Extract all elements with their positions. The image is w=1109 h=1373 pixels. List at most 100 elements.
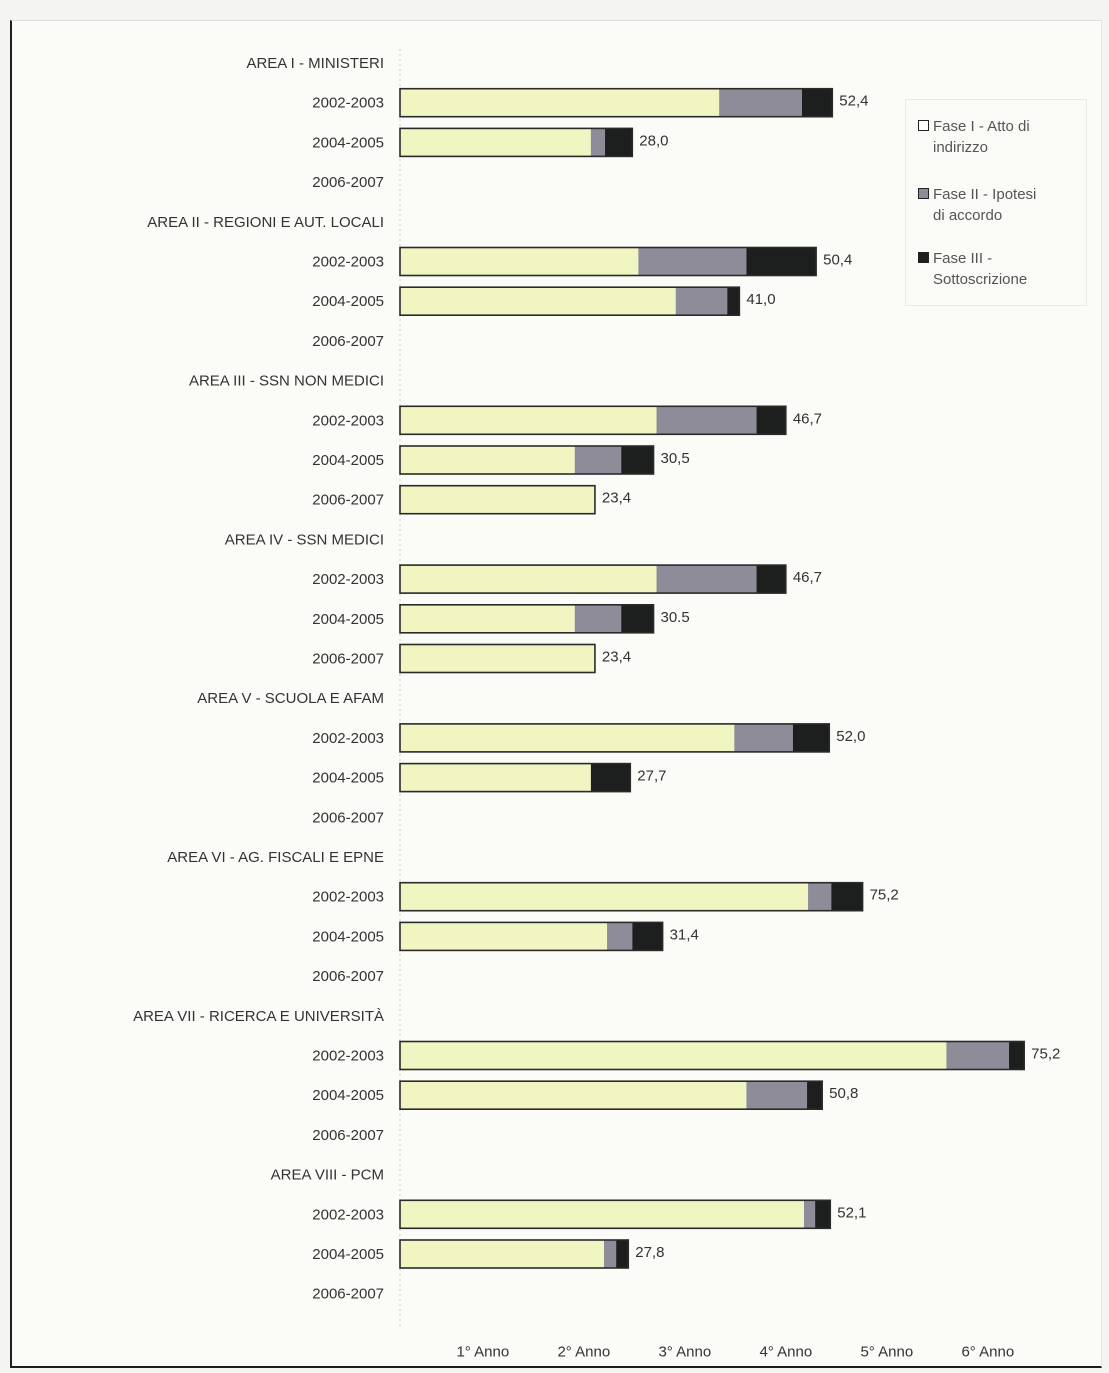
group-label: AREA III - SSN NON MEDICI bbox=[189, 373, 384, 390]
bar-segment-fase2 bbox=[946, 1041, 1010, 1070]
legend-label-fase1-line2: indirizzo bbox=[933, 139, 989, 156]
row-label: 2004-2005 bbox=[312, 770, 384, 787]
bar-total-label: 52,0 bbox=[836, 728, 865, 745]
bar-segment-fase3 bbox=[621, 604, 654, 633]
bar-total-label: 28,0 bbox=[639, 132, 668, 149]
bar-outline bbox=[399, 723, 831, 753]
bar-segment-fase2 bbox=[746, 1081, 808, 1110]
row-label: 2006-2007 bbox=[312, 174, 384, 191]
legend-item-fase1: Fase I - Atto di indirizzo bbox=[918, 116, 1078, 158]
legend-label-fase2-line1: Fase II - Ipotesi bbox=[933, 186, 1037, 203]
legend-swatch-fase2 bbox=[918, 188, 929, 199]
bar-outline bbox=[399, 286, 741, 317]
bar-segment-fase1 bbox=[400, 1081, 747, 1110]
bar-segment-fase1 bbox=[400, 446, 575, 474]
bar-segment-fase2 bbox=[656, 565, 757, 594]
bar-segment-fase1 bbox=[400, 604, 575, 633]
bar-outline bbox=[399, 564, 787, 594]
bar-segment-fase3 bbox=[605, 128, 633, 157]
bar-segment-fase2 bbox=[574, 446, 622, 474]
bar-segment-fase1 bbox=[400, 1041, 947, 1070]
group-label: AREA VII - RICERCA E UNIVERSITÀ bbox=[133, 1008, 384, 1025]
row-label: 2006-2007 bbox=[312, 651, 384, 668]
bar-total-label: 30,5 bbox=[661, 450, 690, 467]
bar-outline bbox=[399, 87, 834, 118]
row-label: 2006-2007 bbox=[312, 492, 384, 509]
bar-total-label: 23,4 bbox=[602, 490, 631, 507]
bar-segment-fase2 bbox=[734, 723, 793, 752]
bar-outline bbox=[399, 405, 787, 436]
row-label: 2006-2007 bbox=[312, 1286, 384, 1303]
bar-total-label: 50,8 bbox=[829, 1085, 858, 1102]
legend-swatch-fase1 bbox=[918, 120, 929, 131]
legend-label-fase3-line1: Fase III - bbox=[933, 250, 993, 267]
x-tick-label: 1° Anno bbox=[456, 1343, 509, 1360]
bar-total-label: 52,4 bbox=[839, 93, 868, 110]
row-label: 2004-2005 bbox=[312, 611, 384, 628]
row-label: 2002-2003 bbox=[312, 1048, 384, 1065]
bar-segment-fase2 bbox=[604, 1240, 617, 1268]
row-label: 2004-2005 bbox=[312, 293, 384, 310]
bar-total-label: 27,7 bbox=[637, 768, 666, 785]
x-tick-label: 3° Anno bbox=[658, 1343, 711, 1360]
group-label: AREA VI - AG. FISCALI E EPNE bbox=[167, 849, 384, 866]
row-label: 2002-2003 bbox=[312, 1206, 384, 1223]
row-label: 2002-2003 bbox=[312, 412, 384, 429]
x-tick-label: 5° Anno bbox=[860, 1343, 913, 1360]
bar-segment-fase1 bbox=[400, 723, 735, 752]
bar-total-label: 30.5 bbox=[661, 609, 690, 626]
bar-segment-fase2 bbox=[638, 247, 747, 276]
group-label: AREA II - REGIONI E AUT. LOCALI bbox=[147, 214, 384, 231]
bar-segment-fase3 bbox=[815, 1200, 831, 1229]
bar-outline bbox=[399, 445, 655, 475]
chart-frame: AREA I - MINISTERI 2002-2003 52,4 2004-2005… bbox=[10, 20, 1102, 1368]
bar-total-label: 46,7 bbox=[793, 410, 822, 427]
legend-label-fase3-line2: Sottoscrizione bbox=[933, 271, 1028, 288]
row-label: 2004-2005 bbox=[312, 452, 384, 469]
bar-outline bbox=[399, 643, 596, 674]
bar-outline bbox=[399, 1040, 1025, 1071]
bar-segment-fase3 bbox=[727, 287, 740, 316]
bar-segment-fase2 bbox=[656, 406, 757, 435]
bar-total-label: 50,4 bbox=[823, 252, 852, 269]
bar-segment-fase3 bbox=[807, 1081, 823, 1110]
bar-segment-fase3 bbox=[756, 565, 786, 594]
bar-total-label: 27,8 bbox=[635, 1244, 664, 1261]
bar-outline bbox=[399, 1239, 630, 1269]
group-label: AREA V - SCUOLA E AFAM bbox=[197, 690, 384, 707]
bar-segment-fase3 bbox=[1009, 1041, 1025, 1070]
row-label: 2002-2003 bbox=[312, 571, 384, 588]
bar-segment-fase2 bbox=[607, 922, 633, 951]
stacked-bar-chart: AREA I - MINISTERI 2002-2003 52,4 2004-2005… bbox=[133, 49, 1060, 1360]
bar-segment-fase1 bbox=[400, 565, 657, 594]
bar-segment-fase3 bbox=[756, 406, 786, 435]
bar-segment-fase3 bbox=[621, 446, 654, 474]
legend-item-fase3: Fase III - Sottoscrizione bbox=[918, 248, 1078, 290]
bar-segment-fase1 bbox=[400, 1200, 804, 1229]
x-tick-label: 6° Anno bbox=[961, 1343, 1014, 1360]
row-label: 2006-2007 bbox=[312, 809, 384, 826]
group-label: AREA I - MINISTERI bbox=[246, 55, 384, 72]
bar-segment-fase1 bbox=[400, 247, 639, 276]
row-label: 2004-2005 bbox=[312, 134, 384, 151]
bar-outline bbox=[399, 1080, 823, 1110]
row-label: 2004-2005 bbox=[312, 928, 384, 945]
row-label: 2006-2007 bbox=[312, 333, 384, 350]
bar-segment-fase3 bbox=[632, 922, 663, 951]
chart-legend: Fase I - Atto di indirizzo Fase II - Ipo… bbox=[905, 99, 1087, 306]
bar-segment-fase1 bbox=[400, 287, 676, 316]
bar-segment-fase1 bbox=[400, 644, 595, 673]
bar-segment-fase3 bbox=[616, 1240, 629, 1268]
row-label: 2002-2003 bbox=[312, 95, 384, 112]
bar-segment-fase3 bbox=[590, 763, 631, 792]
bar-total-label: 52,1 bbox=[837, 1204, 866, 1221]
bar-segment-fase1 bbox=[400, 763, 591, 792]
x-tick-label: 4° Anno bbox=[759, 1343, 812, 1360]
bar-outline bbox=[399, 881, 864, 912]
bar-segment-fase2 bbox=[719, 88, 802, 117]
bar-segment-fase3 bbox=[746, 247, 817, 276]
bar-segment-fase2 bbox=[804, 1200, 816, 1229]
bar-segment-fase1 bbox=[400, 128, 591, 157]
bar-outline bbox=[399, 1199, 832, 1230]
row-label: 2004-2005 bbox=[312, 1087, 384, 1104]
